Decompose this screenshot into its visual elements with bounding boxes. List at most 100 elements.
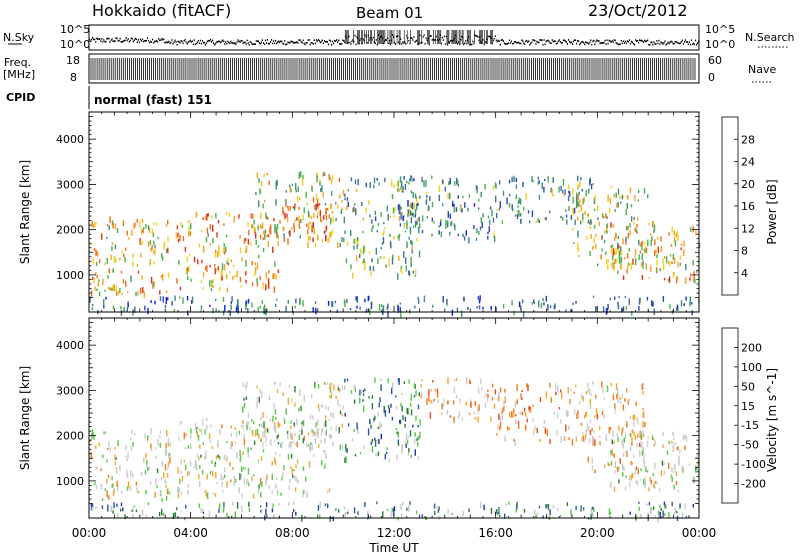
echo-cell [160,476,163,481]
nsky-mark [528,40,530,42]
echo-cell [629,416,631,420]
echo-cell [610,186,612,189]
nsky-mark [312,43,314,45]
echo-cell [294,402,296,407]
echo-cell [317,419,319,426]
echo-cell [394,206,396,212]
echo-cell [408,270,410,275]
nsky-mark [653,41,655,43]
nsky-mark [610,41,612,43]
echo-cell [549,509,551,516]
echo-cell [247,420,249,427]
nsky-mark [601,42,603,44]
echo-cell [311,224,313,231]
echo-cell [250,241,252,246]
echo-cell [116,290,118,296]
echo-cell [344,230,346,234]
echo-cell [340,209,343,214]
echo-cell [216,482,218,485]
echo-cell [233,216,235,223]
echo-cell [656,236,659,240]
echo-cell [299,298,301,305]
echo-cell [456,177,458,185]
echo-cell [209,264,211,268]
echo-cell [155,222,158,226]
echo-cell [150,428,152,435]
echo-cell [611,245,613,253]
echo-cell [313,204,316,210]
nsky-mark [440,42,442,45]
echo-cell [191,296,194,304]
echo-cell [410,175,412,182]
nsky-mark [516,41,518,44]
nsky-mark [456,40,458,43]
echo-cell [601,411,604,415]
echo-cell [132,253,134,259]
echo-cell [323,450,326,453]
echo-cell [442,179,444,184]
range-tick-label: 3000 [56,384,84,397]
nsky-mark [585,41,587,43]
echo-cell [250,213,252,219]
echo-cell [350,229,352,236]
echo-cell [440,219,442,222]
echo-cell [689,296,691,304]
nsky-mark [652,43,654,46]
echo-cell [337,387,340,391]
echo-cell [467,207,469,212]
echo-cell [146,464,148,468]
nsky-mark [616,42,618,45]
nsky-mark [651,41,653,44]
echo-cell [536,512,539,516]
echo-cell [689,301,691,307]
echo-cell [182,297,184,304]
echo-cell [638,450,641,454]
echo-cell [514,440,516,446]
echo-cell [613,440,615,444]
nsky-mark [655,43,657,45]
echo-cell [562,190,564,194]
echo-cell [577,230,579,238]
echo-cell [274,224,276,231]
nsky-mark [650,41,652,44]
echo-cell [146,459,148,467]
echo-cell [323,422,325,427]
echo-cell [199,465,201,470]
echo-cell [540,303,543,309]
echo-cell [339,243,341,248]
nsky-mark [348,35,350,38]
echo-cell [166,489,169,495]
echo-cell [417,226,420,229]
nsky-mark [156,39,158,42]
echo-cell [410,262,412,267]
echo-cell [202,511,205,514]
echo-cell [248,501,250,507]
nsky-mark [266,39,269,41]
echo-cell [165,495,168,501]
echo-cell [595,243,597,249]
echo-cell [417,203,419,206]
nsky-mark [402,41,404,43]
echo-cell [353,245,355,250]
echo-cell [283,236,285,242]
nsky-mark [570,41,573,44]
nsky-mark [412,39,414,41]
nsky-mark [220,41,222,44]
echo-cell [133,505,135,508]
echo-cell [91,307,94,311]
nsky-tick-top-right: 10^5 [705,23,735,36]
echo-cell [239,247,242,254]
echo-cell [476,306,478,309]
echo-cell [177,492,180,498]
echo-cell [612,252,614,257]
echo-cell [669,254,672,257]
nsky-mark [608,39,610,42]
nsky-mark [139,38,141,41]
echo-cell [368,200,370,205]
echo-cell [610,481,612,488]
echo-cell [119,464,121,471]
echo-cell [228,212,230,217]
echo-cell [119,257,121,261]
echo-cell [188,225,190,233]
echo-cell [234,511,236,519]
